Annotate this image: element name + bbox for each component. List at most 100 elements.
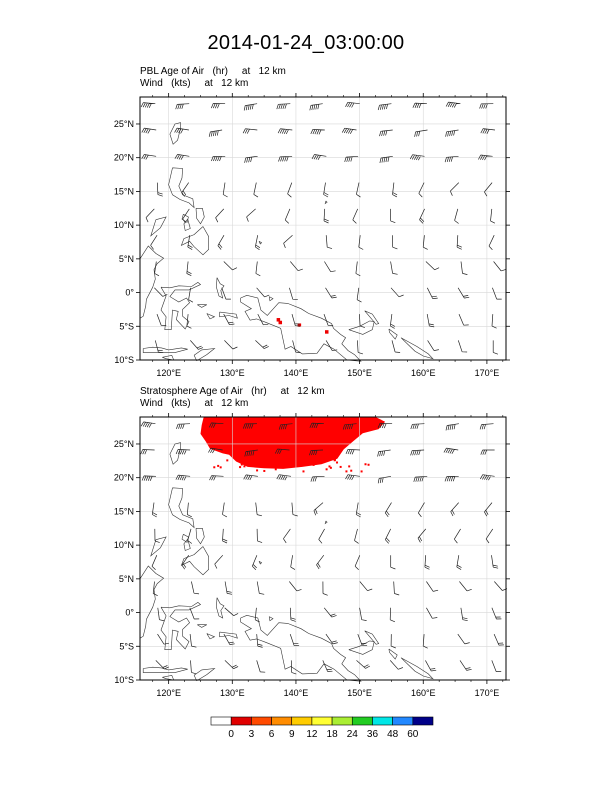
wind-barb	[493, 633, 504, 646]
coastline	[139, 565, 165, 639]
wind-barb	[492, 340, 499, 355]
coastline	[388, 648, 398, 660]
wind-barb	[224, 660, 239, 670]
wind-barb	[251, 555, 258, 571]
wind-barb	[359, 314, 366, 328]
colorbar-box	[331, 716, 353, 726]
wind-barb	[479, 474, 495, 481]
panel1-wind-title: Wind (kts) at 12 km	[140, 78, 249, 89]
wind-barb	[276, 474, 292, 481]
wind-barb	[154, 528, 160, 543]
wind-barb	[443, 447, 459, 454]
wind-barb	[157, 607, 165, 622]
wind-barb	[424, 555, 430, 570]
stratosphere-age-speck	[263, 469, 266, 472]
stratosphere-age-speck	[328, 465, 331, 468]
wind-barb	[444, 155, 459, 163]
wind-barb	[292, 340, 301, 353]
colorbar-label: 6	[269, 729, 275, 740]
wind-barb	[384, 502, 392, 518]
lat-tick-label: 5°N	[119, 254, 134, 264]
wind-barb	[325, 340, 338, 352]
coastline	[268, 296, 274, 302]
stratosphere-age-speck	[314, 457, 317, 460]
lat-tick-label: 5°N	[119, 574, 134, 584]
wind-barb	[325, 633, 338, 645]
coastline	[168, 487, 195, 529]
colorbar-label: 36	[367, 729, 379, 740]
lon-tick-label: 140°E	[284, 368, 309, 378]
stratosphere-age-speck	[325, 468, 328, 471]
stratosphere-age-speck	[345, 470, 348, 473]
stratosphere-age-speck	[339, 465, 342, 468]
stratosphere-age-speck	[319, 460, 322, 463]
wind-barb	[190, 340, 204, 350]
stratosphere-age-speck	[239, 466, 242, 469]
wind-barb	[426, 287, 438, 299]
wind-barb	[151, 502, 158, 518]
stratosphere-age-speck	[309, 458, 312, 461]
lat-tick-label: 15°N	[114, 506, 134, 516]
lat-tick-label: 25°N	[114, 439, 134, 449]
wind-barb	[255, 261, 261, 277]
wind-barb	[457, 340, 468, 353]
wind-barb	[322, 581, 328, 596]
lat-tick-label: 0°	[125, 288, 134, 298]
wind-barb	[457, 633, 470, 645]
wind-barb	[479, 423, 494, 430]
wind-barb	[283, 528, 291, 544]
colorbar-label: 12	[306, 729, 318, 740]
coastline	[160, 282, 202, 330]
wind-barb	[186, 314, 192, 329]
wind-barb	[377, 103, 392, 111]
wind-barb	[426, 581, 439, 592]
wind-barb	[389, 660, 404, 670]
wind-barb	[427, 340, 439, 351]
coastline	[169, 442, 181, 465]
stratosphere-age-speck	[274, 468, 277, 471]
wind-barb	[322, 660, 333, 672]
wind-barb	[422, 235, 428, 250]
coastline	[162, 354, 175, 361]
lat-tick-label: 20°N	[114, 473, 134, 483]
wind-barb	[352, 208, 359, 224]
wind-barb	[345, 101, 360, 108]
pbl-age-spot	[276, 318, 281, 322]
wind-barb	[174, 127, 189, 134]
wind-barb	[426, 314, 435, 328]
wind-barb	[154, 287, 168, 297]
wind-barb	[141, 475, 157, 481]
wind-barb	[494, 581, 508, 591]
wind-barb	[186, 261, 192, 277]
wind-barb	[254, 235, 261, 250]
coastline	[180, 226, 209, 256]
pbl-age-spot	[297, 323, 302, 327]
wind-barb	[223, 261, 238, 271]
wind-barb	[157, 633, 169, 645]
colorbar-box	[412, 716, 434, 726]
coastline	[258, 241, 263, 245]
lon-tick-label: 170°E	[475, 688, 500, 698]
wind-barb	[377, 422, 393, 429]
wind-barb	[345, 448, 361, 455]
wind-barb	[458, 313, 469, 326]
wind-barb	[417, 528, 427, 543]
coastline	[139, 245, 165, 319]
wind-barb	[221, 287, 231, 300]
lon-tick-label: 120°E	[156, 368, 181, 378]
wind-barb	[323, 208, 329, 224]
coastline	[219, 631, 238, 639]
coastline	[206, 313, 216, 320]
colorbar-box	[351, 716, 373, 726]
wind-barb	[277, 128, 293, 135]
lat-tick-label: 10°S	[114, 355, 134, 365]
coastline	[162, 674, 175, 681]
wind-barb	[310, 128, 325, 135]
wind-barb	[392, 182, 398, 198]
wind-barb	[445, 423, 459, 431]
wind-barb	[254, 607, 260, 623]
wind-barb	[419, 208, 425, 224]
wind-barb	[488, 235, 495, 250]
coastline	[206, 633, 216, 640]
wind-barb	[355, 502, 362, 518]
